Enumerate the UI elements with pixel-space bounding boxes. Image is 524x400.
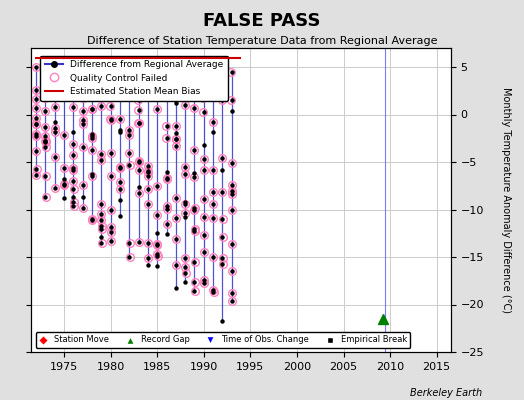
Y-axis label: Monthly Temperature Anomaly Difference (°C): Monthly Temperature Anomaly Difference (…: [500, 87, 510, 313]
Text: FALSE PASS: FALSE PASS: [203, 12, 321, 30]
Legend: Station Move, Record Gap, Time of Obs. Change, Empirical Break: Station Move, Record Gap, Time of Obs. C…: [36, 332, 410, 348]
Text: Difference of Station Temperature Data from Regional Average: Difference of Station Temperature Data f…: [87, 36, 437, 46]
Text: Berkeley Earth: Berkeley Earth: [410, 388, 482, 398]
